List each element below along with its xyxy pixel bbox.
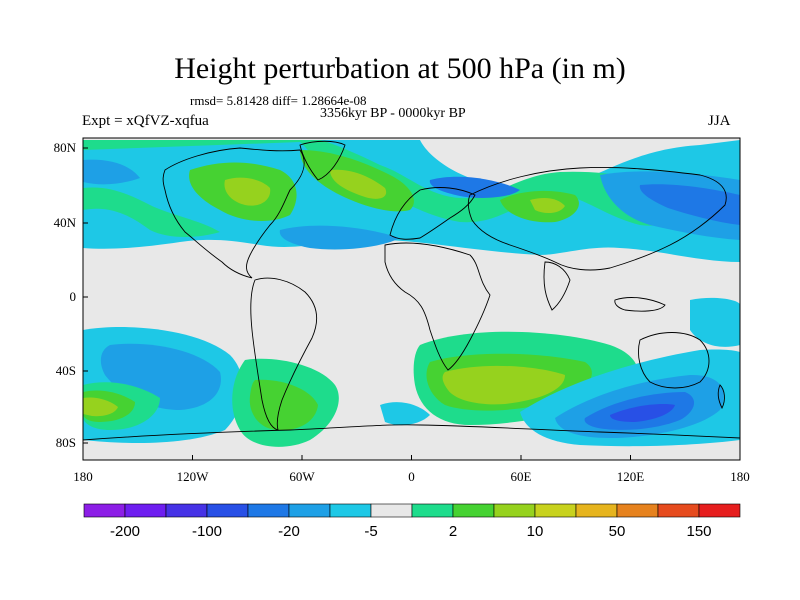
colorbar-swatch xyxy=(411,503,454,518)
longitude-axis: 180 120W 60W 0 60E 120E 180 xyxy=(73,455,750,484)
experiment-label: Expt = xQfVZ-xqfua xyxy=(82,113,209,129)
coastline-asia xyxy=(467,167,727,271)
contour-yellow-asia xyxy=(530,198,565,214)
colorbar-swatch xyxy=(616,503,659,518)
contour-yellow-southatlantic xyxy=(442,365,565,405)
colorbar-swatch xyxy=(657,503,700,518)
coastline-north-america xyxy=(162,147,305,279)
lat-tick-label: 80S xyxy=(56,435,76,450)
colorbar-swatch xyxy=(206,503,249,518)
colorbar-swatch xyxy=(124,503,167,518)
contour-yellow-southwest xyxy=(83,397,118,417)
map-title: Height perturbation at 500 hPa (in m) xyxy=(174,52,626,85)
colorbar-swatch xyxy=(370,503,413,518)
lon-tick-label: 60W xyxy=(289,469,315,484)
lon-tick-label: 60E xyxy=(511,469,532,484)
colorbar-label: -200 xyxy=(110,523,140,540)
colorbar-label: 10 xyxy=(527,523,544,540)
colorbar-label: 2 xyxy=(449,523,457,540)
colorbar xyxy=(83,503,741,518)
colorbar-swatch xyxy=(452,503,495,518)
coastline-antarctica xyxy=(83,424,740,441)
contour-cyan-southeastpacific xyxy=(690,297,740,347)
colorbar-labels: -200 -100 -20 -5 2 10 50 150 xyxy=(110,523,712,540)
colorbar-label: -100 xyxy=(192,523,222,540)
coastline-new-zealand xyxy=(717,384,725,410)
coastline-indonesia xyxy=(614,297,666,312)
contour-cyan-antarctic xyxy=(380,402,430,426)
latitude-axis: 80N 40N 0 40S 80S xyxy=(54,140,88,450)
coastlines xyxy=(83,140,740,441)
contour-yellow-northamerica xyxy=(224,177,271,206)
colorbar-swatch xyxy=(534,503,577,518)
lat-tick-label: 40N xyxy=(54,215,77,230)
coastline-india xyxy=(543,261,571,311)
coastline-australia xyxy=(638,332,710,389)
colorbar-swatch xyxy=(698,503,741,518)
lon-tick-label: 0 xyxy=(408,469,415,484)
lon-tick-label: 120E xyxy=(617,469,645,484)
season-label: JJA xyxy=(708,113,731,129)
lat-tick-label: 0 xyxy=(70,289,77,304)
colorbar-label: 50 xyxy=(609,523,626,540)
colorbar-swatch xyxy=(165,503,208,518)
lat-tick-label: 40S xyxy=(56,363,76,378)
coastline-europe xyxy=(389,187,476,240)
colorbar-swatch xyxy=(493,503,536,518)
contour-field xyxy=(83,140,740,447)
coastline-south-america xyxy=(250,277,318,431)
colorbar-swatch xyxy=(288,503,331,518)
colorbar-label: -20 xyxy=(278,523,300,540)
contour-yellow-northatlantic xyxy=(330,169,387,199)
colorbar-label: 150 xyxy=(686,523,711,540)
lon-tick-label: 120W xyxy=(177,469,210,484)
coastline-africa xyxy=(384,242,491,371)
lon-tick-label: 180 xyxy=(73,469,93,484)
colorbar-swatch xyxy=(575,503,618,518)
contour-blue-eurasia xyxy=(429,176,520,198)
stats-text: rmsd= 5.81428 diff= 1.28664e-08 xyxy=(190,93,367,108)
lat-tick-label: 80N xyxy=(54,140,77,155)
colorbar-swatch xyxy=(247,503,290,518)
coastline-greenland xyxy=(299,140,346,181)
colorbar-label: -5 xyxy=(364,523,377,540)
contour-green-west xyxy=(83,187,220,237)
contour-blue-northpacific xyxy=(83,159,140,185)
lon-tick-label: 180 xyxy=(730,469,750,484)
period-text: 3356kyr BP - 0000kyr BP xyxy=(320,106,466,121)
contour-deepblue-southindian xyxy=(610,404,675,422)
colorbar-swatch xyxy=(329,503,372,518)
contour-blue-centralatlantic xyxy=(279,225,400,250)
colorbar-swatch xyxy=(83,503,126,518)
